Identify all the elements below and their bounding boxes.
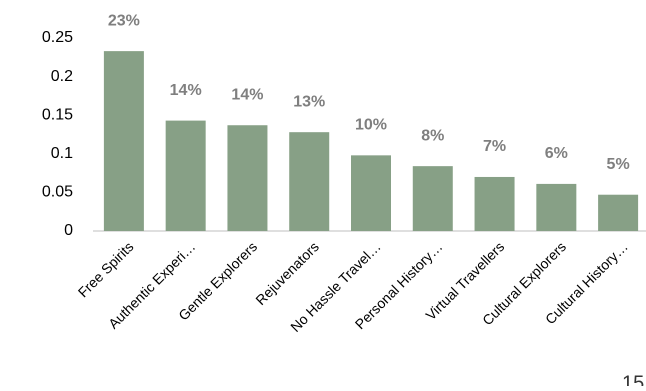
value-label: 23%: [108, 12, 140, 29]
value-label: 8%: [421, 127, 444, 144]
bar: [474, 176, 515, 231]
y-tick-label: 0.25: [42, 29, 73, 46]
y-tick-label: 0.05: [42, 184, 73, 201]
x-tick-label: Free Spirits: [75, 238, 137, 300]
value-label: 13%: [293, 93, 325, 110]
y-tick-label: 0: [64, 222, 73, 239]
bar: [103, 51, 144, 232]
value-label: 6%: [545, 145, 568, 162]
value-label: 7%: [483, 138, 506, 155]
bar: [598, 194, 639, 231]
y-tick-label: 0.2: [51, 68, 73, 85]
bar: [227, 125, 268, 231]
bar: [536, 183, 577, 231]
bar: [351, 155, 391, 231]
value-label: 14%: [170, 82, 202, 99]
bar: [289, 132, 330, 231]
value-label: 14%: [231, 86, 263, 103]
y-tick-label: 0.15: [42, 106, 73, 123]
value-label: 10%: [355, 117, 387, 134]
y-tick-label: 0.1: [51, 145, 73, 162]
bar: [412, 166, 453, 231]
page-number: 15: [622, 372, 644, 386]
x-tick-label: Rejuvenators: [252, 238, 322, 308]
bar: [165, 120, 206, 231]
value-label: 5%: [607, 156, 630, 173]
